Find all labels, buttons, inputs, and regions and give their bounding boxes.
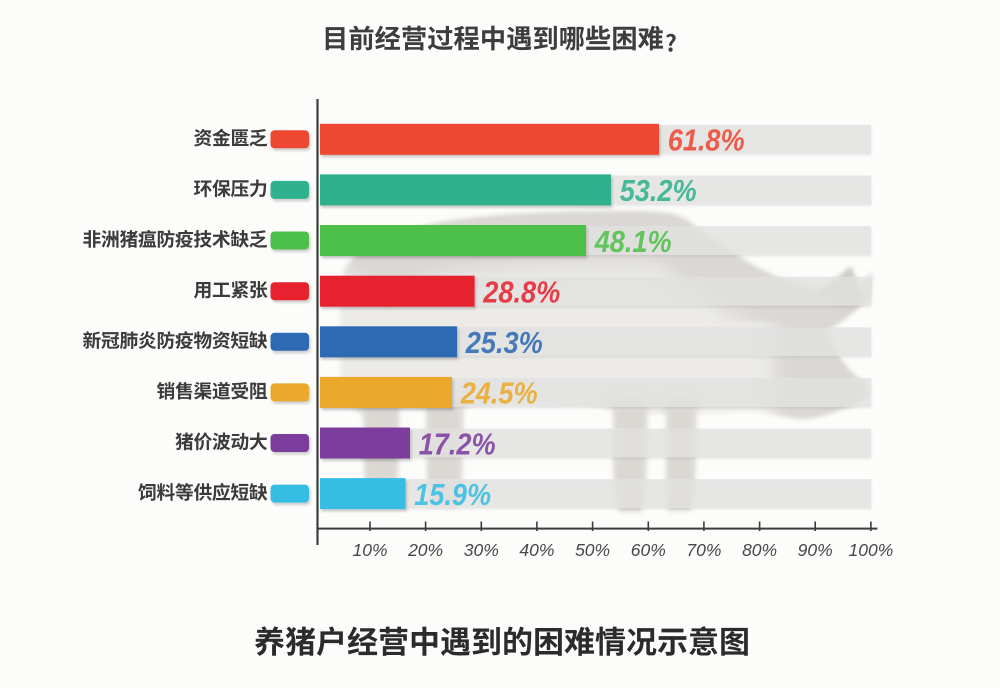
svg-text:24.5%: 24.5% — [460, 376, 538, 411]
svg-text:30%: 30% — [464, 540, 499, 560]
svg-text:40%: 40% — [519, 540, 554, 560]
svg-text:17.2%: 17.2% — [419, 426, 496, 461]
svg-text:70%: 70% — [686, 540, 721, 560]
svg-text:28.8%: 28.8% — [482, 275, 560, 310]
svg-text:100%: 100% — [849, 540, 894, 560]
svg-text:50%: 50% — [575, 540, 610, 560]
svg-text:90%: 90% — [798, 540, 833, 560]
svg-text:10%: 10% — [352, 540, 387, 560]
svg-text:53.2%: 53.2% — [620, 173, 697, 208]
svg-text:60%: 60% — [631, 540, 666, 560]
svg-text:20%: 20% — [407, 540, 443, 560]
svg-text:15.9%: 15.9% — [414, 477, 491, 512]
svg-text:25.3%: 25.3% — [465, 325, 543, 360]
svg-text:61.8%: 61.8% — [668, 123, 745, 158]
svg-text:80%: 80% — [742, 540, 777, 560]
svg-text:48.1%: 48.1% — [594, 224, 672, 259]
